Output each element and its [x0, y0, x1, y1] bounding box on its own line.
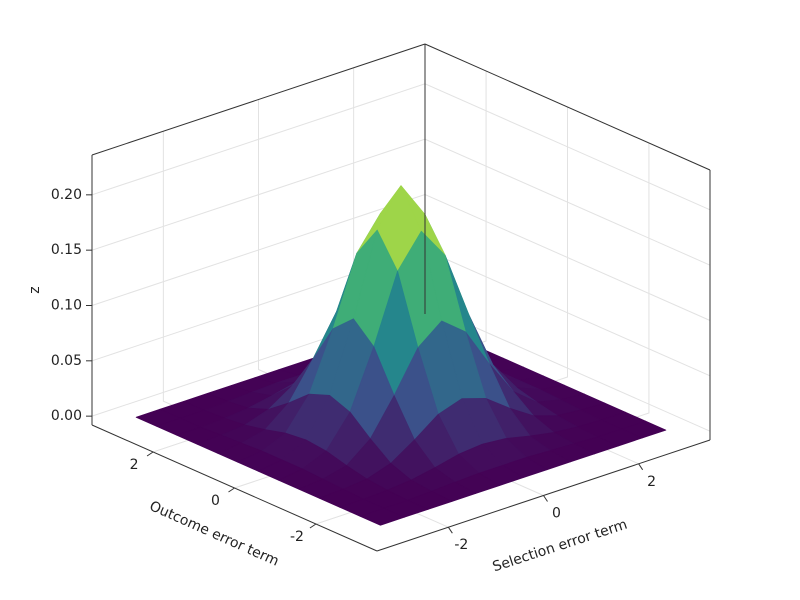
surface [135, 185, 667, 526]
surface-patch [359, 507, 405, 526]
z-tick-label: 0.00 [51, 408, 82, 424]
z-tick-label: 0.15 [51, 242, 82, 258]
z-tick-label: 0.20 [51, 187, 82, 203]
x-tick-label: 0 [552, 506, 561, 522]
x-tick [543, 495, 548, 502]
x-tick [447, 526, 453, 534]
axis-edge [91, 43, 426, 156]
y-tick-label: 2 [130, 457, 139, 473]
y-tick-label: -2 [290, 529, 304, 545]
axes-layer: -2 0 2 -2 0 2 0.00 0.05 0.10 0.15 0.20 [51, 43, 711, 553]
z-tick-label: 0.05 [51, 353, 82, 369]
x-tick [638, 463, 644, 471]
y-tick-label: 0 [211, 493, 220, 509]
z-axis-title: z [27, 286, 43, 293]
y-tick [146, 451, 154, 457]
y-tick [309, 523, 317, 529]
x-tick-label: 2 [647, 474, 656, 490]
x-axis-title: Selection error term [491, 517, 630, 576]
axis-edge [424, 43, 711, 171]
x-tick-label: -2 [454, 537, 468, 553]
z-tick-label: 0.10 [51, 297, 82, 313]
y-tick [228, 487, 235, 493]
